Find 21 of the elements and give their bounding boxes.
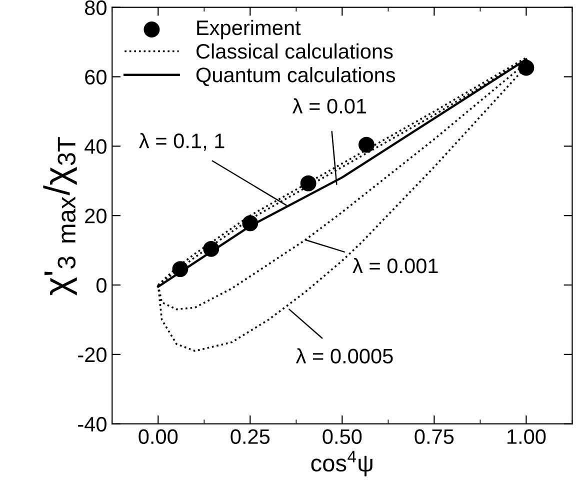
x-tick-label: 0.75	[414, 429, 454, 444]
x-tick-label: 0.00	[138, 429, 178, 444]
annotation: λ = 0.001	[352, 258, 438, 274]
legend-label: Experiment	[197, 20, 301, 40]
y-tick-label: 80	[85, 0, 106, 16]
y-tick-label: 40	[84, 139, 106, 154]
legend-label: Quantum calculations	[196, 67, 396, 86]
x-tick-label: 0.25	[230, 429, 270, 444]
annotation: λ = 0.1, 1	[139, 132, 224, 151]
y-axis-title: χ'$_{3 max}$/χ$_{3T}$	[43, 137, 77, 296]
y-tick-label: -20	[78, 347, 106, 362]
legend-label: Classical calculations	[196, 43, 393, 59]
x-tick-label: 0.50	[322, 429, 362, 444]
y-tick-label: 20	[85, 208, 106, 224]
annotation: λ = 0.01	[292, 98, 366, 114]
x-tick-label: 1.00	[508, 429, 546, 444]
y-tick-label: 60	[85, 70, 106, 85]
x-axis-title: cos$^{4}$ψ	[311, 450, 372, 476]
annotation: λ = 0.0005	[296, 348, 393, 364]
y-tick-label: -40	[78, 416, 106, 432]
y-tick-label: 0	[96, 278, 106, 293]
